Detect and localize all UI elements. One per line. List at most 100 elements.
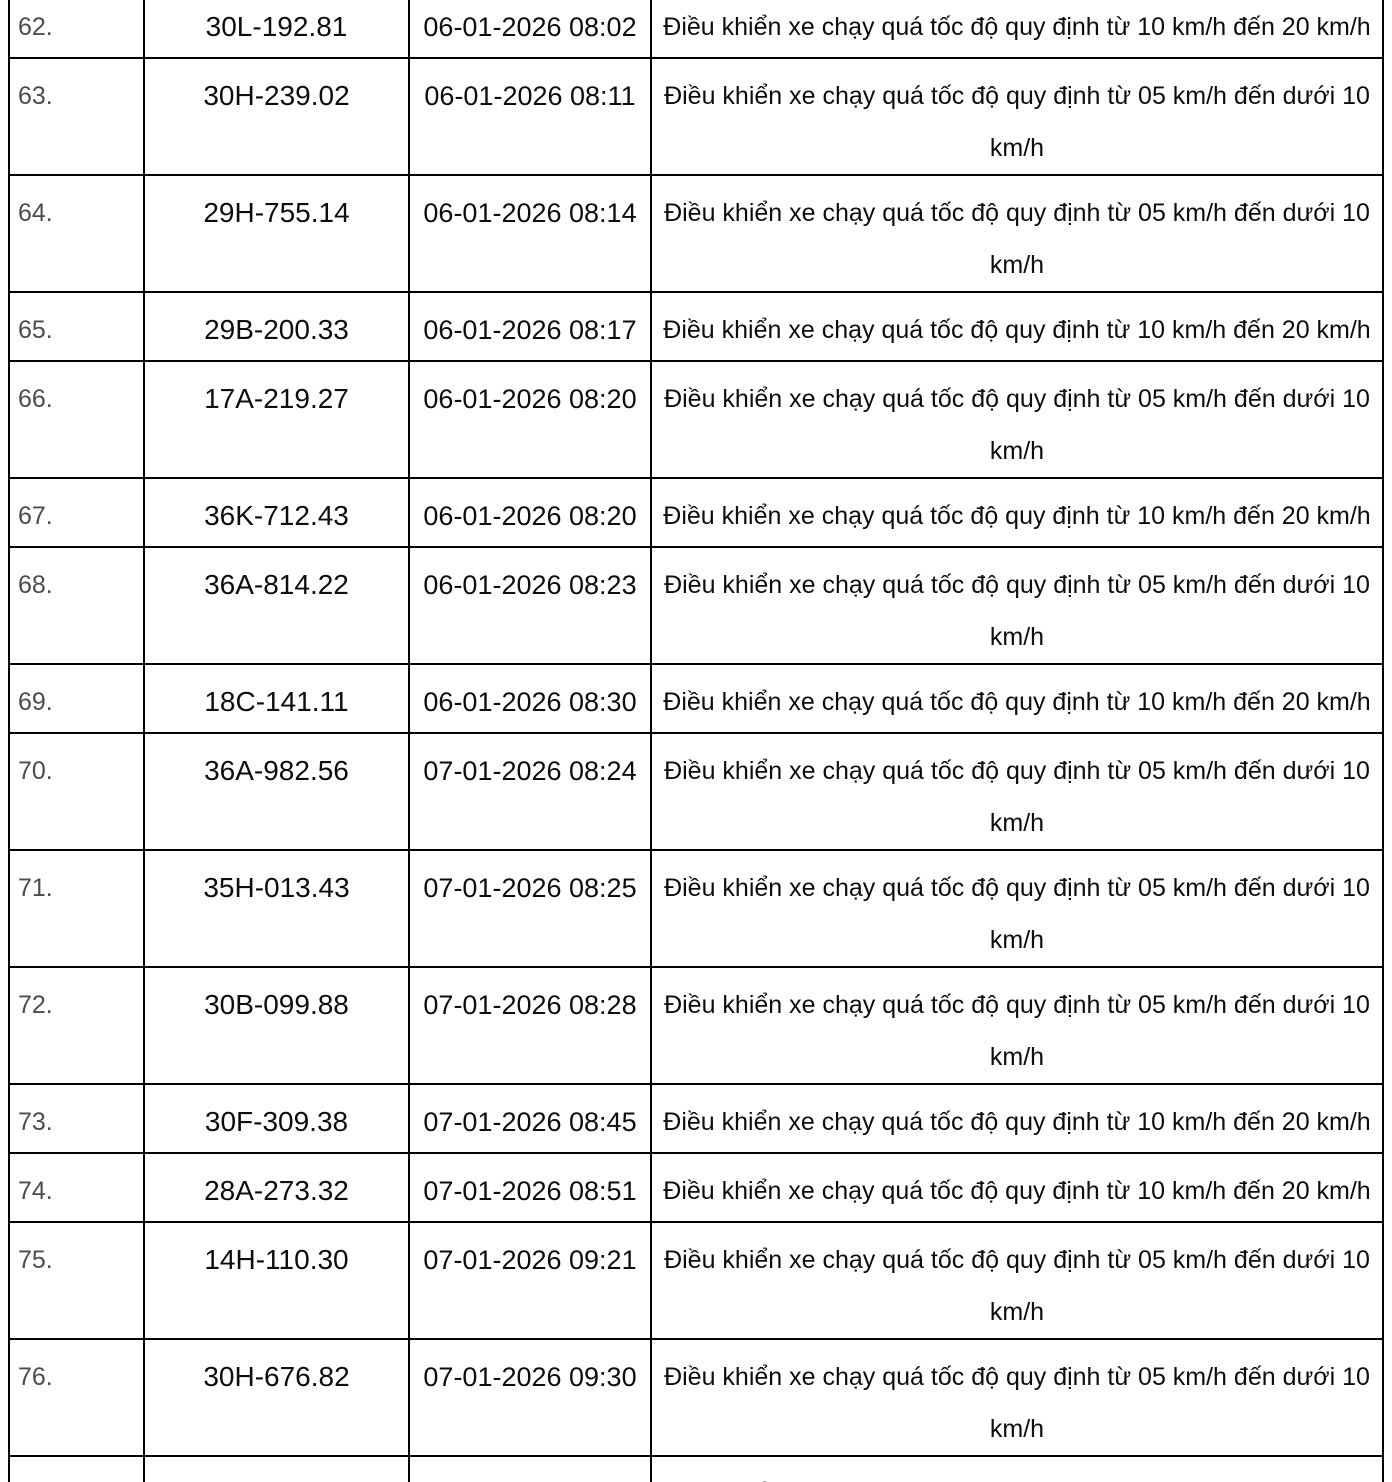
violation-description: Điều khiển xe chạy quá tốc độ quy định t… <box>650 174 1384 293</box>
violation-description: Điều khiển xe chạy quá tốc độ quy định t… <box>650 1152 1384 1223</box>
license-plate: 29B-200.33 <box>143 291 410 362</box>
license-plate: 30B-099.88 <box>143 966 410 1085</box>
violation-line-1: Điều khiển xe chạy quá tốc độ quy định t… <box>664 82 1370 110</box>
violation-description: Điều khiển xe chạy quá tốc độ quy định t… <box>650 360 1384 479</box>
violation-datetime: 07-01-2026 08:24 <box>408 732 652 851</box>
violations-table: 62. 30L-192.81 06-01-2026 08:02 Điều khi… <box>8 0 1384 1482</box>
violation-line-1: Điều khiển xe chạy quá tốc độ quy định t… <box>664 1246 1370 1274</box>
violation-datetime: 07-01-2026 09:37 <box>408 1455 652 1482</box>
violation-description: Điều khiển xe chạy quá tốc độ quy định t… <box>650 1455 1384 1482</box>
violation-line-2: km/h <box>989 437 1045 465</box>
violation-line-1: Điều khiển xe chạy quá tốc độ quy định t… <box>664 1363 1370 1391</box>
row-number: 65. <box>8 291 145 362</box>
violation-line-1: Điều khiển xe chạy quá tốc độ quy định t… <box>664 571 1370 599</box>
violation-line-2: km/h <box>989 1415 1045 1443</box>
row-number: 71. <box>8 849 145 968</box>
table-row-70: 70. 36A-982.56 07-01-2026 08:24 Điều khi… <box>8 732 1384 851</box>
table-row-68: 68. 36A-814.22 06-01-2026 08:23 Điều khi… <box>8 546 1384 665</box>
license-plate: 30L-192.81 <box>143 0 410 59</box>
violation-line-1: Điều khiển xe chạy quá tốc độ quy định t… <box>664 385 1370 413</box>
violation-datetime: 07-01-2026 08:51 <box>408 1152 652 1223</box>
table-row-72: 72. 30B-099.88 07-01-2026 08:28 Điều khi… <box>8 966 1384 1085</box>
violation-datetime: 06-01-2026 08:23 <box>408 546 652 665</box>
row-number: 66. <box>8 360 145 479</box>
license-plate: 14H-110.30 <box>143 1221 410 1340</box>
violation-line-1: Điều khiển xe chạy quá tốc độ quy định t… <box>663 502 1371 530</box>
table-row-64: 64. 29H-755.14 06-01-2026 08:14 Điều khi… <box>8 174 1384 293</box>
violation-description: Điều khiển xe chạy quá tốc độ quy định t… <box>650 1338 1384 1457</box>
license-plate: 29H-755.14 <box>143 174 410 293</box>
table-row-76: 76. 30H-676.82 07-01-2026 09:30 Điều khi… <box>8 1338 1384 1457</box>
row-number: 72. <box>8 966 145 1085</box>
license-plate: 18C-141.11 <box>143 663 410 734</box>
table-row-75: 75. 14H-110.30 07-01-2026 09:21 Điều khi… <box>8 1221 1384 1340</box>
table-row-63: 63. 30H-239.02 06-01-2026 08:11 Điều khi… <box>8 57 1384 176</box>
violation-description: Điều khiển xe chạy quá tốc độ quy định t… <box>650 1083 1384 1154</box>
violation-datetime: 07-01-2026 08:45 <box>408 1083 652 1154</box>
license-plate: 35H-013.43 <box>143 849 410 968</box>
violation-datetime: 07-01-2026 08:25 <box>408 849 652 968</box>
violation-line-2: km/h <box>989 623 1045 651</box>
row-number: 69. <box>8 663 145 734</box>
violation-line-1: Điều khiển xe chạy quá tốc độ quy định t… <box>663 688 1371 716</box>
violation-datetime: 06-01-2026 08:20 <box>408 360 652 479</box>
row-number: 63. <box>8 57 145 176</box>
violation-datetime: 07-01-2026 09:30 <box>408 1338 652 1457</box>
row-number: 67. <box>8 477 145 548</box>
violation-description: Điều khiển xe chạy quá tốc độ quy định t… <box>650 57 1384 176</box>
violation-description: Điều khiển xe chạy quá tốc độ quy định t… <box>650 1221 1384 1340</box>
license-plate: 30H-239.02 <box>143 57 410 176</box>
license-plate: 36A-814.22 <box>143 546 410 665</box>
violation-datetime: 06-01-2026 08:14 <box>408 174 652 293</box>
violation-line-1: Điều khiển xe chạy quá tốc độ quy định t… <box>663 316 1371 344</box>
row-number: 70. <box>8 732 145 851</box>
violation-line-1: Điều khiển xe chạy quá tốc độ quy định t… <box>663 1108 1371 1136</box>
license-plate: 36K-712.43 <box>143 477 410 548</box>
table-row-73: 73. 30F-309.38 07-01-2026 08:45 Điều khi… <box>8 1083 1384 1154</box>
table-row-67: 67. 36K-712.43 06-01-2026 08:20 Điều khi… <box>8 477 1384 548</box>
violation-line-1: Điều khiển xe chạy quá tốc độ quy định t… <box>664 874 1370 902</box>
violation-description: Điều khiển xe chạy quá tốc độ quy định t… <box>650 849 1384 968</box>
row-number: 64. <box>8 174 145 293</box>
violation-line-2: km/h <box>989 809 1045 837</box>
violation-description: Điều khiển xe chạy quá tốc độ quy định t… <box>650 546 1384 665</box>
violation-description: Điều khiển xe chạy quá tốc độ quy định t… <box>650 732 1384 851</box>
violation-line-1: Điều khiển xe chạy quá tốc độ quy định t… <box>664 199 1370 227</box>
table-row-74: 74. 28A-273.32 07-01-2026 08:51 Điều khi… <box>8 1152 1384 1223</box>
violation-line-1: Điều khiển xe chạy quá tốc độ quy định t… <box>664 991 1370 1019</box>
row-number: 62. <box>8 0 145 59</box>
table-row-69: 69. 18C-141.11 06-01-2026 08:30 Điều khi… <box>8 663 1384 734</box>
violation-line-1: Điều khiển xe chạy quá tốc độ quy định t… <box>663 13 1371 41</box>
violation-description: Điều khiển xe chạy quá tốc độ quy định t… <box>650 477 1384 548</box>
row-number: 75. <box>8 1221 145 1340</box>
violation-description: Điều khiển xe chạy quá tốc độ quy định t… <box>650 663 1384 734</box>
license-plate: 30F-309.38 <box>143 1083 410 1154</box>
violation-datetime: 06-01-2026 08:20 <box>408 477 652 548</box>
row-number: 77. <box>8 1455 145 1482</box>
row-number: 74. <box>8 1152 145 1223</box>
violation-line-2: km/h <box>989 134 1045 162</box>
violation-line-1: Điều khiển xe chạy quá tốc độ quy định t… <box>664 757 1370 785</box>
violation-datetime: 07-01-2026 08:28 <box>408 966 652 1085</box>
table-row-77: 77. 36A-339.17 07-01-2026 09:37 Điều khi… <box>8 1455 1384 1482</box>
violation-line-2: km/h <box>989 926 1045 954</box>
violation-line-1: Điều khiển xe chạy quá tốc độ quy định t… <box>663 1177 1371 1205</box>
license-plate: 36A-339.17 <box>143 1455 410 1482</box>
violation-datetime: 06-01-2026 08:02 <box>408 0 652 59</box>
table-row-65: 65. 29B-200.33 06-01-2026 08:17 Điều khi… <box>8 291 1384 362</box>
violation-line-2: km/h <box>989 1043 1045 1071</box>
license-plate: 17A-219.27 <box>143 360 410 479</box>
table-row-71: 71. 35H-013.43 07-01-2026 08:25 Điều khi… <box>8 849 1384 968</box>
license-plate: 36A-982.56 <box>143 732 410 851</box>
violation-datetime: 06-01-2026 08:30 <box>408 663 652 734</box>
row-number: 68. <box>8 546 145 665</box>
violation-line-2: km/h <box>989 1298 1045 1326</box>
violation-description: Điều khiển xe chạy quá tốc độ quy định t… <box>650 0 1384 59</box>
violation-line-2: km/h <box>989 251 1045 279</box>
row-number: 76. <box>8 1338 145 1457</box>
violation-line-1: Điều khiển xe chạy quá tốc độ quy định t… <box>660 1468 1374 1482</box>
violation-datetime: 07-01-2026 09:21 <box>408 1221 652 1340</box>
table-row-62: 62. 30L-192.81 06-01-2026 08:02 Điều khi… <box>8 0 1384 59</box>
table-row-66: 66. 17A-219.27 06-01-2026 08:20 Điều khi… <box>8 360 1384 479</box>
